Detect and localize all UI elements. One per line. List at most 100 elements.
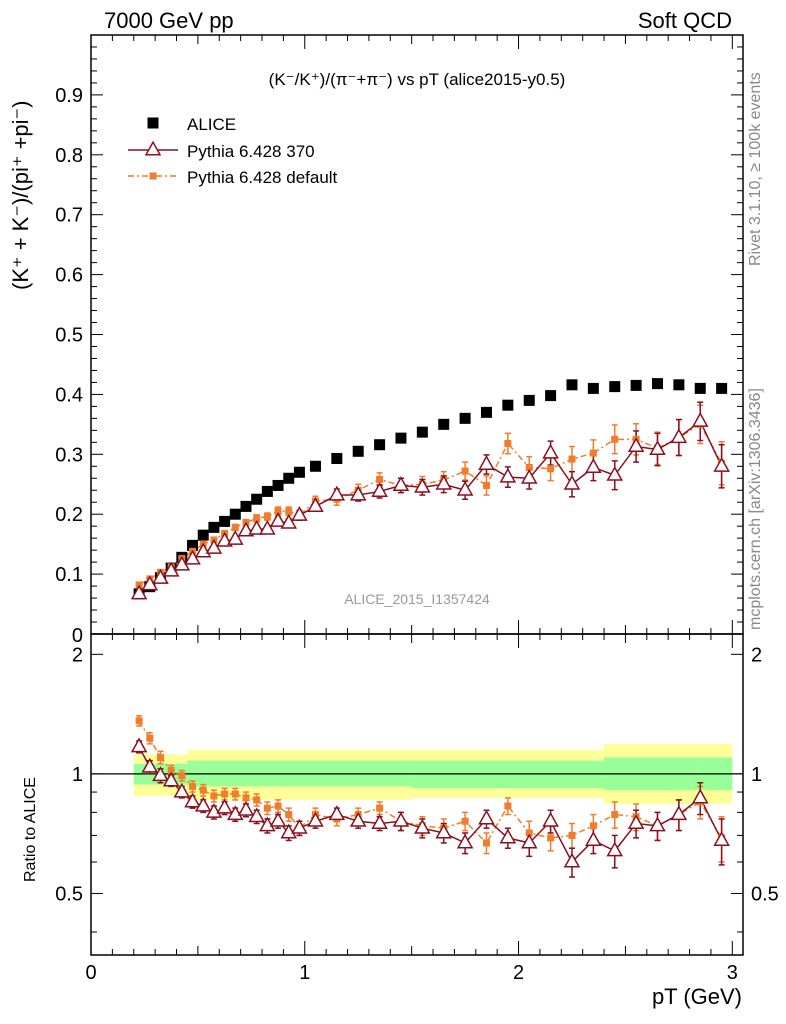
- ratio-pythia-default-point: [135, 717, 143, 725]
- alice-point: [229, 508, 241, 520]
- pythia-370-point: [670, 428, 688, 444]
- main-y-tick-label: 0.7: [55, 205, 83, 227]
- pythia-370-point: [291, 506, 308, 521]
- ratio-pythia-default-point: [221, 790, 229, 798]
- ratio-pythia-370-point: [649, 816, 666, 832]
- ratio-pythia-370-point: [328, 805, 346, 821]
- pythia-370-point: [520, 468, 538, 484]
- ratio-plot-frame: [90, 633, 744, 956]
- pythia-370-point: [392, 476, 410, 491]
- ratio-pythia-370-point: [307, 811, 324, 827]
- alice-point: [609, 381, 621, 393]
- analysis-watermark: ALICE_2015_I1357424: [344, 591, 490, 607]
- pythia-370-point: [478, 455, 495, 471]
- pythia-370-point: [606, 465, 624, 481]
- pythia-default-point: [376, 475, 384, 483]
- ratio-pythia-default-point: [589, 822, 597, 830]
- main-y-tick-label: 0.2: [55, 504, 83, 526]
- alice-point: [283, 472, 295, 484]
- pythia-370-point: [499, 467, 517, 483]
- ratio-y-tick-label: 2: [751, 644, 762, 666]
- ratio-pythia-370-point: [435, 823, 452, 839]
- ratio-pythia-default-point: [547, 834, 555, 842]
- pythia-370-point: [152, 568, 169, 584]
- chart-title: (K⁻/K⁺)/(π⁻+π⁻) vs pT (alice2015-y0.5): [269, 70, 566, 89]
- alice-point: [502, 399, 514, 411]
- ratio-y-tick-label: 1: [72, 764, 83, 786]
- ratio-pythia-default-point: [263, 804, 271, 812]
- ratio-pythia-default-line: [138, 720, 723, 845]
- ratio-pythia-default-point: [482, 839, 490, 847]
- ratio-pythia-370-point: [691, 788, 709, 804]
- ratio-pythia-370-point: [606, 841, 624, 857]
- alice-point: [587, 382, 599, 394]
- ratio-y-tick-label: 1: [751, 764, 762, 786]
- ratio-pythia-370-point: [194, 796, 212, 812]
- legend-pythia-370-marker: [144, 140, 162, 156]
- alice-point: [374, 439, 386, 451]
- ratio-pythia-370-point: [205, 803, 223, 818]
- ratio-pythia-370-point: [291, 818, 308, 834]
- legend-alice-marker: [147, 117, 159, 129]
- pythia-370-point: [248, 519, 265, 535]
- ratio-pythia-370-point: [520, 833, 538, 849]
- header-category: Soft QCD: [637, 8, 732, 33]
- ratio-pythia-default-point: [376, 804, 384, 812]
- main-y-tick-label: 0: [72, 625, 83, 647]
- ratio-x-tick-label: 3: [727, 962, 738, 984]
- pythia-default-point: [482, 481, 490, 489]
- pythia-370-point: [691, 411, 709, 427]
- ratio-pythia-370-point: [349, 811, 367, 827]
- pythia-default-point: [589, 449, 597, 457]
- pythia-370-point: [205, 538, 223, 554]
- ratio-pythia-default-point: [242, 794, 250, 802]
- ratio-pythia-370-point: [478, 809, 495, 825]
- alice-point: [352, 445, 364, 457]
- pythia-370-point: [184, 549, 201, 565]
- ratio-pythia-default-point: [253, 796, 261, 804]
- alice-point: [187, 539, 199, 551]
- alice-point: [694, 382, 706, 394]
- ratio-pythia-default-point: [189, 782, 197, 790]
- main-y-tick-label: 0.6: [55, 265, 83, 287]
- main-y-tick-label: 0.1: [55, 564, 83, 586]
- ratio-pythia-370-point: [563, 852, 581, 868]
- ratio-pythia-370-point: [141, 757, 159, 773]
- alice-point: [459, 412, 471, 424]
- alice-point: [293, 466, 305, 478]
- pythia-370-point: [216, 531, 233, 547]
- pythia-370-point: [328, 485, 346, 501]
- ratio-pythia-370-point: [130, 737, 148, 753]
- ratio-y-tick-label: 0.5: [55, 883, 83, 905]
- ratio-pythia-default-point: [568, 831, 576, 839]
- alice-point: [251, 493, 263, 505]
- pythia-default-point: [611, 435, 619, 443]
- ratio-pythia-370-point: [248, 807, 265, 823]
- alice-point: [197, 529, 209, 541]
- ratio-pythia-370-point: [184, 792, 201, 808]
- pythia-370-point: [414, 477, 431, 493]
- ratio-pythia-default-point: [156, 753, 164, 761]
- ratio-y-tick-label: 2: [72, 644, 83, 666]
- pythia-default-point: [525, 463, 533, 471]
- legend-pythia-default-label: Pythia 6.428 default: [187, 168, 338, 187]
- alice-point: [438, 418, 450, 430]
- ratio-pythia-370-point: [585, 831, 602, 846]
- ratio-x-tick-label: 1: [299, 962, 310, 984]
- ratio-pythia-370-point: [162, 771, 180, 787]
- ratio-pythia-default-point: [146, 734, 154, 742]
- pythia-370-point: [371, 482, 388, 497]
- ratio-pythia-370-point: [542, 811, 559, 827]
- ratio-pythia-370-point: [216, 798, 233, 814]
- pythia-370-point: [349, 485, 367, 501]
- pythia-370-point: [563, 474, 581, 490]
- ratio-pythia-default-point: [210, 792, 218, 800]
- alice-point: [716, 382, 728, 394]
- ratio-pythia-370-point: [371, 814, 388, 830]
- alice-point: [673, 379, 685, 391]
- ratio-pythia-370-point: [173, 782, 191, 798]
- pythia-default-point: [253, 514, 261, 522]
- pythia-default-point: [504, 440, 512, 448]
- pythia-370-point: [435, 474, 452, 490]
- ratio-pythia-370-point: [280, 823, 298, 839]
